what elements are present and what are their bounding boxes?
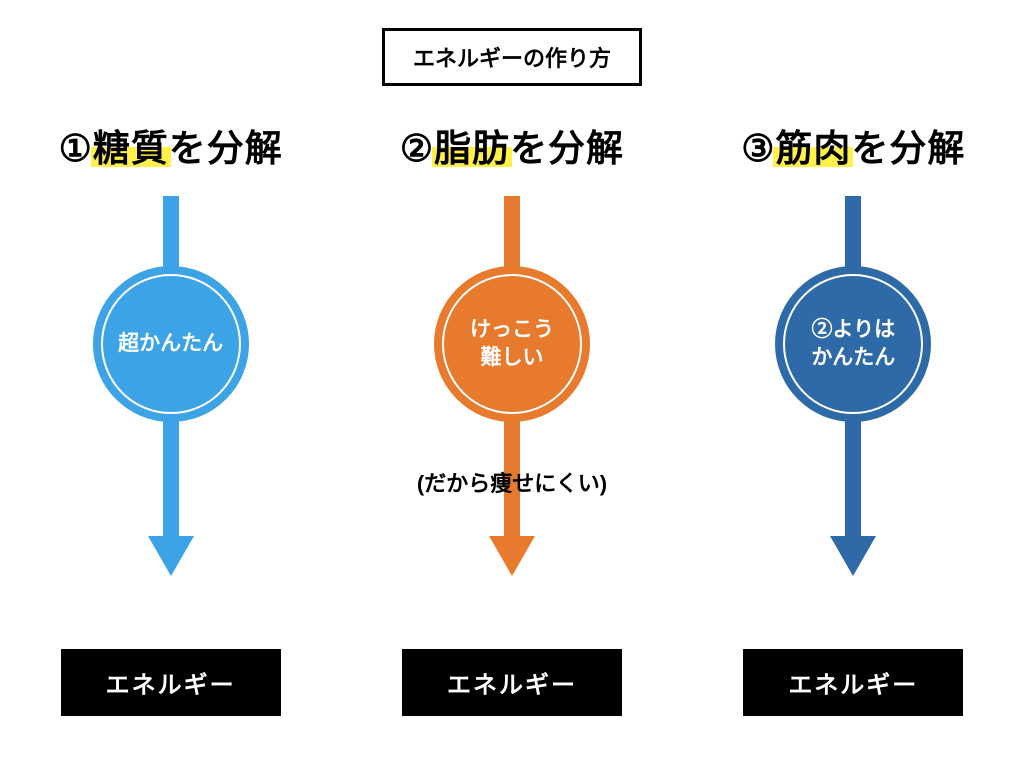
heading-number: ① [59, 128, 93, 169]
flow-1: 超かんたん [81, 196, 261, 616]
flow-2: けっこう 難しい(だから痩せにくい) [422, 196, 602, 616]
circle-text: 超かんたん [118, 330, 223, 358]
heading-highlight: 筋肉 [775, 128, 851, 169]
column-1: ①糖質を分解超かんたん [21, 118, 321, 616]
column-3: ③筋肉を分解 ②よりは かんたん [703, 118, 1003, 616]
title-text: エネルギーの作り方 [413, 46, 611, 71]
columns-container: ①糖質を分解超かんたん②脂肪を分解けっこう 難しい(だから痩せにくい)③筋肉を分… [0, 118, 1024, 616]
heading-2: ②脂肪を分解 [400, 118, 624, 172]
heading-highlight: 糖質 [93, 128, 169, 169]
circle-text: けっこう 難しい [470, 316, 554, 373]
flow-3: ②よりは かんたん [763, 196, 943, 616]
circle-text: ②よりは かんたん [811, 316, 895, 373]
heading-number: ② [400, 128, 434, 169]
column-2: ②脂肪を分解けっこう 難しい(だから痩せにくい) [362, 118, 662, 616]
note-2: (だから痩せにくい) [362, 466, 662, 498]
energy-label-2: エネルギー [402, 649, 622, 716]
title-box: エネルギーの作り方 [382, 28, 642, 86]
energy-label-1: エネルギー [61, 649, 281, 716]
heading-suffix: を分解 [510, 128, 624, 169]
energy-row: エネルギー エネルギー エネルギー [0, 649, 1024, 716]
energy-label-3: エネルギー [743, 649, 963, 716]
difficulty-circle-1: 超かんたん [93, 266, 249, 422]
heading-1: ①糖質を分解 [59, 118, 283, 172]
difficulty-circle-2: けっこう 難しい [434, 266, 590, 422]
heading-highlight: 脂肪 [434, 128, 510, 169]
difficulty-circle-3: ②よりは かんたん [775, 266, 931, 422]
heading-suffix: を分解 [851, 128, 965, 169]
heading-suffix: を分解 [169, 128, 283, 169]
heading-3: ③筋肉を分解 [741, 118, 965, 172]
heading-number: ③ [741, 128, 775, 169]
